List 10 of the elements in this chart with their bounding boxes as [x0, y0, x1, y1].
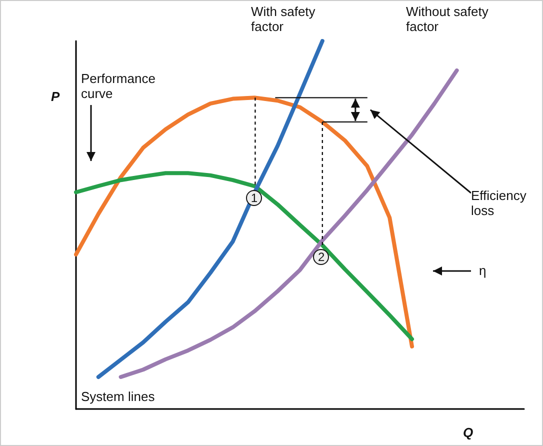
y-axis-title: P	[51, 89, 60, 104]
annotation: System lines	[81, 389, 181, 404]
annotation: Performance curve	[81, 71, 166, 101]
text: With safety factor	[251, 4, 346, 34]
annotation: 2	[313, 249, 330, 266]
x-axis-title: Q	[463, 425, 474, 440]
annotation: Efficiency loss	[471, 188, 541, 218]
annotation: η	[479, 263, 486, 278]
annotation: 1	[246, 190, 262, 206]
text: Without safety factor	[406, 4, 516, 34]
